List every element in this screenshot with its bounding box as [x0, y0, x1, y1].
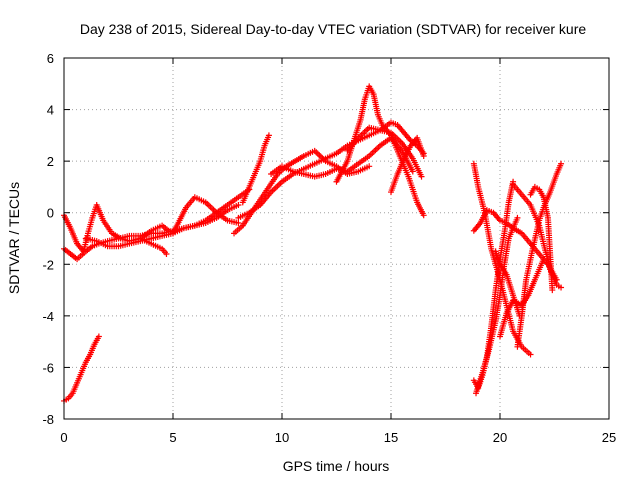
series-trace-e — [137, 194, 242, 242]
data-point — [420, 152, 427, 159]
data-point — [516, 312, 523, 319]
data-point — [558, 160, 565, 167]
data-point — [163, 250, 170, 257]
series-trace-s — [527, 183, 556, 294]
data-point — [409, 168, 416, 175]
y-tick-label: -4 — [42, 309, 54, 324]
series-trace-u — [492, 248, 523, 319]
x-tick-label: 10 — [275, 430, 289, 445]
data-point — [540, 256, 547, 263]
y-tick-label: 6 — [47, 51, 54, 66]
x-tick-label: 25 — [602, 430, 616, 445]
data-point — [420, 212, 427, 219]
data-points — [61, 83, 565, 404]
data-point — [235, 220, 242, 227]
x-tick-label: 0 — [60, 430, 67, 445]
y-tick-label: -6 — [42, 360, 54, 375]
series-trace-d — [61, 333, 102, 404]
x-tick-label: 5 — [169, 430, 176, 445]
y-tick-label: 4 — [47, 103, 54, 118]
plot-frame — [63, 57, 610, 420]
y-axis-label: SDTVAR / TECUs — [6, 182, 22, 294]
data-point — [265, 132, 272, 139]
y-tick-label: 2 — [47, 154, 54, 169]
y-tick-label: -8 — [42, 412, 54, 427]
x-axis-ticks: 0 5 10 15 20 25 — [60, 58, 616, 445]
series-trace-c — [82, 186, 253, 250]
data-point — [418, 173, 425, 180]
data-point — [558, 284, 565, 291]
y-tick-label: 0 — [47, 206, 54, 221]
data-point — [235, 201, 242, 208]
series-trace-g — [239, 132, 272, 206]
x-axis-label: GPS time / hours — [283, 458, 390, 474]
series-trace-t — [497, 256, 547, 340]
grid-lines — [64, 58, 609, 419]
data-point — [514, 214, 521, 221]
y-tick-label: -2 — [42, 257, 54, 272]
chart-title: Day 238 of 2015, Sidereal Day-to-day VTE… — [80, 21, 586, 37]
series-trace-o — [473, 214, 521, 397]
series-trace-p — [470, 207, 560, 283]
x-tick-label: 20 — [493, 430, 507, 445]
y-axis-ticks: -8 -6 -4 -2 0 2 4 6 — [42, 51, 609, 427]
series-trace-j — [333, 83, 427, 219]
data-point — [527, 351, 534, 358]
data-point — [549, 287, 556, 294]
x-tick-label: 15 — [384, 430, 398, 445]
data-point — [366, 163, 373, 170]
data-point — [95, 333, 102, 340]
series-trace-l — [388, 134, 427, 196]
